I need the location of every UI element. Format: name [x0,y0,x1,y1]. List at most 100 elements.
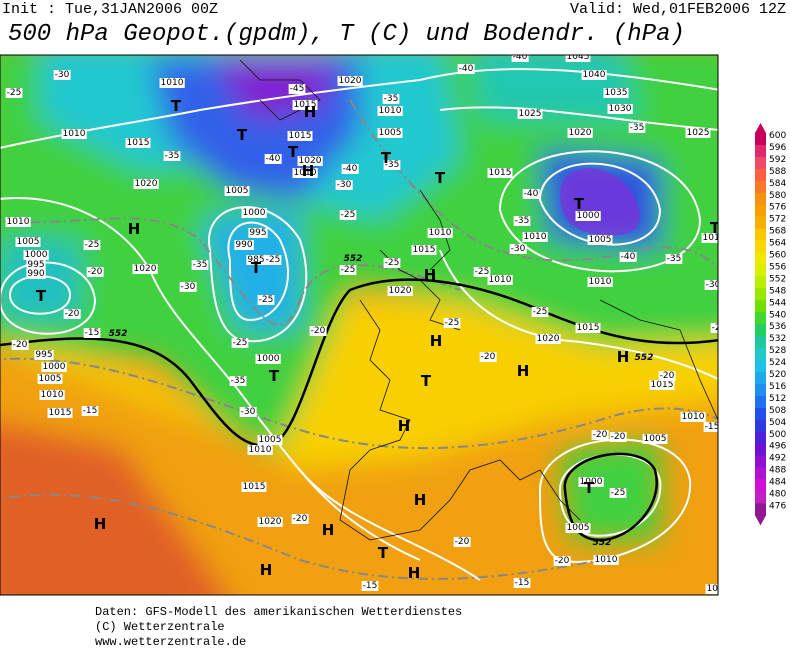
temperature-label-box [239,407,257,417]
temperature-label-box [511,55,529,62]
temperature-label-box [309,326,327,336]
temperature-label-box [257,295,275,305]
isobar-label: 1010 [161,78,184,88]
contour-label: 552 [344,254,363,264]
colorbar-cap [755,515,766,526]
temperature-label-box [341,164,359,174]
temperature-label: -35 [165,151,180,161]
isobar-label-box [292,100,318,110]
isobar-label: 1010 [489,275,512,285]
isobar-label-box [487,275,513,285]
temperature-label: -45 [290,84,305,94]
isobar-label-box [255,354,281,364]
isobar-label-box [565,55,591,62]
temperature-label: -40 [513,52,528,62]
isobar-label-box [26,260,46,270]
temperature-label: -15 [515,578,530,588]
temperature-label-box [53,70,71,80]
isobar-label: 1000 [25,250,48,260]
colorbar-swatch [755,455,766,468]
colorbar-swatch [755,407,766,421]
isobar-label-box [34,350,54,360]
colorbar-label: 596 [769,143,786,153]
temperature-label: -25 [385,258,400,268]
pressure-center: T [36,287,47,305]
isobar-label: 1010 [524,232,547,242]
colorbar-label: 516 [769,382,786,392]
temperature-label: -20 [660,371,675,381]
temperature-label: -40 [524,189,539,199]
isobar-label-box [522,232,548,242]
temperature-label-box [703,422,718,432]
temperature-label: -25 [445,318,460,328]
isobar-label: 1010 [63,129,86,139]
pressure-center: T [421,372,432,390]
isobar-label-box [575,211,601,221]
temperature-label: -25 [266,255,281,265]
temperature-label-box [231,338,249,348]
footer-line: Daten: GFS-Modell des amerikanischen Wet… [95,605,462,619]
colorbar-swatch [755,264,766,277]
isobar-label: 1005 [226,186,249,196]
temperature-label: -15 [363,581,378,591]
temperature-label-box [163,151,181,161]
isobar-label: 1000 [577,211,600,221]
temperature-label: -25 [233,338,248,348]
colorbar-swatch [755,204,766,217]
temperature-label-box [339,265,357,275]
isobar-label-box [649,380,675,390]
isobar-label: 1045 [567,52,590,62]
isobar-label: 1040 [583,70,606,80]
colorbar-label: 520 [769,370,786,380]
colorbar-label: 544 [769,298,786,308]
colorbar-label: 548 [769,286,786,296]
isobar-label-box [132,264,158,274]
isobar-label-box [642,434,668,444]
isobar-label-box [61,129,87,139]
colorbar-swatch [755,348,766,361]
temperature-label-box [291,514,309,524]
colorbar-swatch [755,312,766,325]
pressure-center: T [574,195,585,213]
temperature-label-box [443,318,461,328]
isobar-label-box [337,76,363,86]
temperature-label: -35 [667,254,682,264]
colorbar-label: 512 [769,394,786,404]
temperature-label: -40 [343,164,358,174]
temperature-label: -25 [7,88,22,98]
isobar-label-box [587,277,613,287]
isobar-label-box [487,168,513,178]
pressure-center: T [378,544,389,562]
temperature-label-box [264,255,282,265]
temperature-label-box [531,307,549,317]
colorbar-label: 492 [769,454,786,464]
colorbar-swatch [755,168,766,182]
colorbar-swatch [755,467,766,480]
isobar-label: 1010 [589,277,612,287]
colorbar-swatch [755,276,766,289]
isobar-label: 1015 [243,482,266,492]
isobar-label: 1020 [259,517,282,527]
temperature-label-box [453,537,471,547]
colorbar-swatch [755,372,766,385]
isobar-label: 1010 [249,445,272,455]
colorbar-swatch [755,133,766,146]
isobar-label-box [567,128,593,138]
temperature-label: -25 [341,265,356,275]
isobar-label-box [581,70,607,80]
temperature-label-box [382,94,400,104]
temperature-label: -20 [88,267,103,277]
temperature-label: -20 [593,430,608,440]
isobar-label: 1005 [379,128,402,138]
temperature-label: -20 [455,537,470,547]
isobar-label: 1000 [243,208,266,218]
temperature-label: -30 [181,282,196,292]
colorbar-swatch [755,419,766,433]
temperature-label-box [264,154,282,164]
isobar-label-box [159,78,185,88]
isobar-label-box [578,477,604,487]
isobar-label-box [287,131,313,141]
isobar-label-box [565,523,591,533]
pressure-center: T [584,479,595,497]
temperature-label-box [609,432,627,442]
